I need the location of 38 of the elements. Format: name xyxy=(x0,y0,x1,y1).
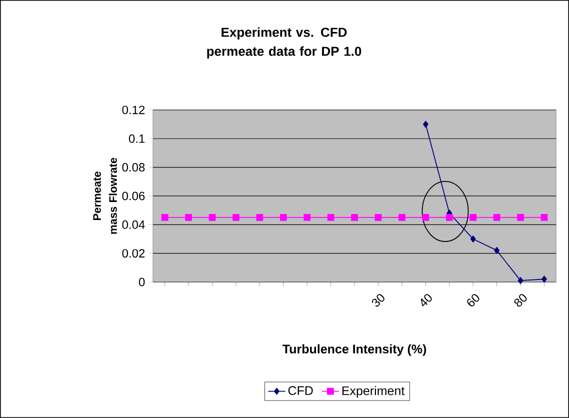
legend-label: Experiment xyxy=(342,386,405,398)
y-tick-label: 0.02 xyxy=(122,249,145,258)
point xyxy=(280,214,287,221)
x-tick-label: 40 xyxy=(420,294,432,306)
point xyxy=(351,214,358,221)
point xyxy=(422,120,428,128)
point xyxy=(398,214,406,221)
point xyxy=(540,214,548,221)
y-tick-label: 0.1 xyxy=(128,134,145,143)
x-tick-label: 30 xyxy=(372,294,384,307)
y-tick-label: 0 xyxy=(138,278,145,286)
point xyxy=(185,214,192,221)
point xyxy=(256,214,264,221)
point xyxy=(446,214,453,221)
x-tick-label: 60 xyxy=(467,294,480,306)
legend-label: CFD xyxy=(288,386,313,396)
point xyxy=(517,214,524,221)
y-tick-label: 0.12 xyxy=(122,106,145,114)
point xyxy=(493,214,500,221)
y-tick-label: 0.08 xyxy=(122,163,145,172)
point xyxy=(518,277,524,284)
chart-title: Experiment vs. CFD permeate data for DP 1.0 xyxy=(207,27,362,59)
x-axis-title: Turbulence Intensity (%) xyxy=(282,344,426,356)
y-tick-label: 0.06 xyxy=(122,192,145,200)
y-tick-label: 0.04 xyxy=(122,220,145,229)
point xyxy=(494,247,500,254)
point xyxy=(470,214,477,221)
point xyxy=(542,276,547,283)
point xyxy=(374,214,382,221)
point xyxy=(161,214,168,221)
point xyxy=(208,214,216,221)
point xyxy=(304,214,311,221)
point xyxy=(327,214,334,221)
point xyxy=(422,214,430,221)
y-axis-title: Permeate mass Flowrate xyxy=(93,158,117,234)
x-tick-label: 80 xyxy=(514,294,527,307)
point xyxy=(470,236,476,242)
point xyxy=(232,214,240,221)
